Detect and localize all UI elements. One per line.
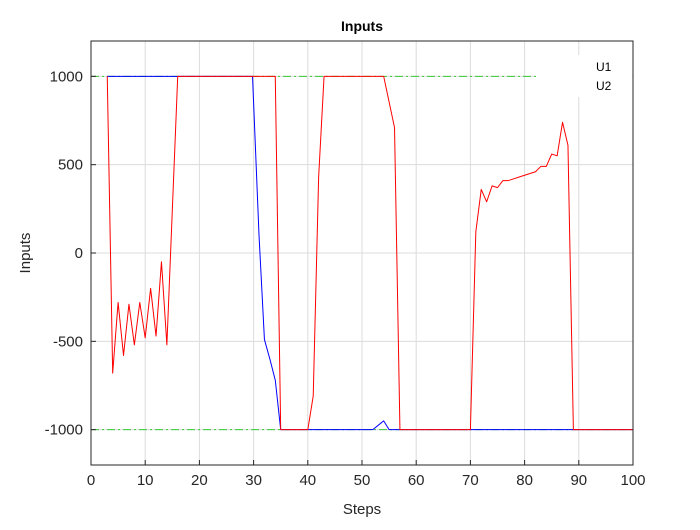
tick-layer: 0 10 20 30 40 50 60 70 80 90 100 -1000 -500 0 500 1000 bbox=[45, 68, 646, 489]
y-tick-label: 0 bbox=[75, 245, 83, 262]
x-tick-label: 70 bbox=[462, 472, 479, 489]
series-line-u2 bbox=[106, 75, 633, 431]
x-tick-label: 40 bbox=[299, 472, 316, 489]
x-tick-label: 20 bbox=[191, 472, 208, 489]
x-tick-label: 30 bbox=[245, 472, 262, 489]
x-axis-label: Steps bbox=[343, 501, 381, 518]
x-tick-label: 80 bbox=[516, 472, 533, 489]
legend-label-u1: U1 bbox=[596, 60, 612, 74]
y-tick-label: 1000 bbox=[50, 68, 83, 85]
x-tick-label: 60 bbox=[408, 472, 425, 489]
x-tick-label: 10 bbox=[137, 472, 154, 489]
series-layer bbox=[106, 75, 633, 431]
x-tick-label: 100 bbox=[620, 472, 645, 489]
y-tick-label: 500 bbox=[58, 157, 83, 174]
y-tick-label: -500 bbox=[53, 333, 83, 350]
legend-label-u2: U2 bbox=[596, 79, 612, 93]
x-tick-label: 0 bbox=[87, 472, 95, 489]
y-axis-label: Inputs bbox=[17, 233, 34, 274]
legend-box bbox=[536, 55, 632, 97]
chart-title: Inputs bbox=[341, 18, 383, 34]
legend: U1 U2 bbox=[536, 55, 632, 97]
x-tick-label: 90 bbox=[570, 472, 587, 489]
x-tick-label: 50 bbox=[354, 472, 371, 489]
y-tick-label: -1000 bbox=[45, 422, 83, 439]
